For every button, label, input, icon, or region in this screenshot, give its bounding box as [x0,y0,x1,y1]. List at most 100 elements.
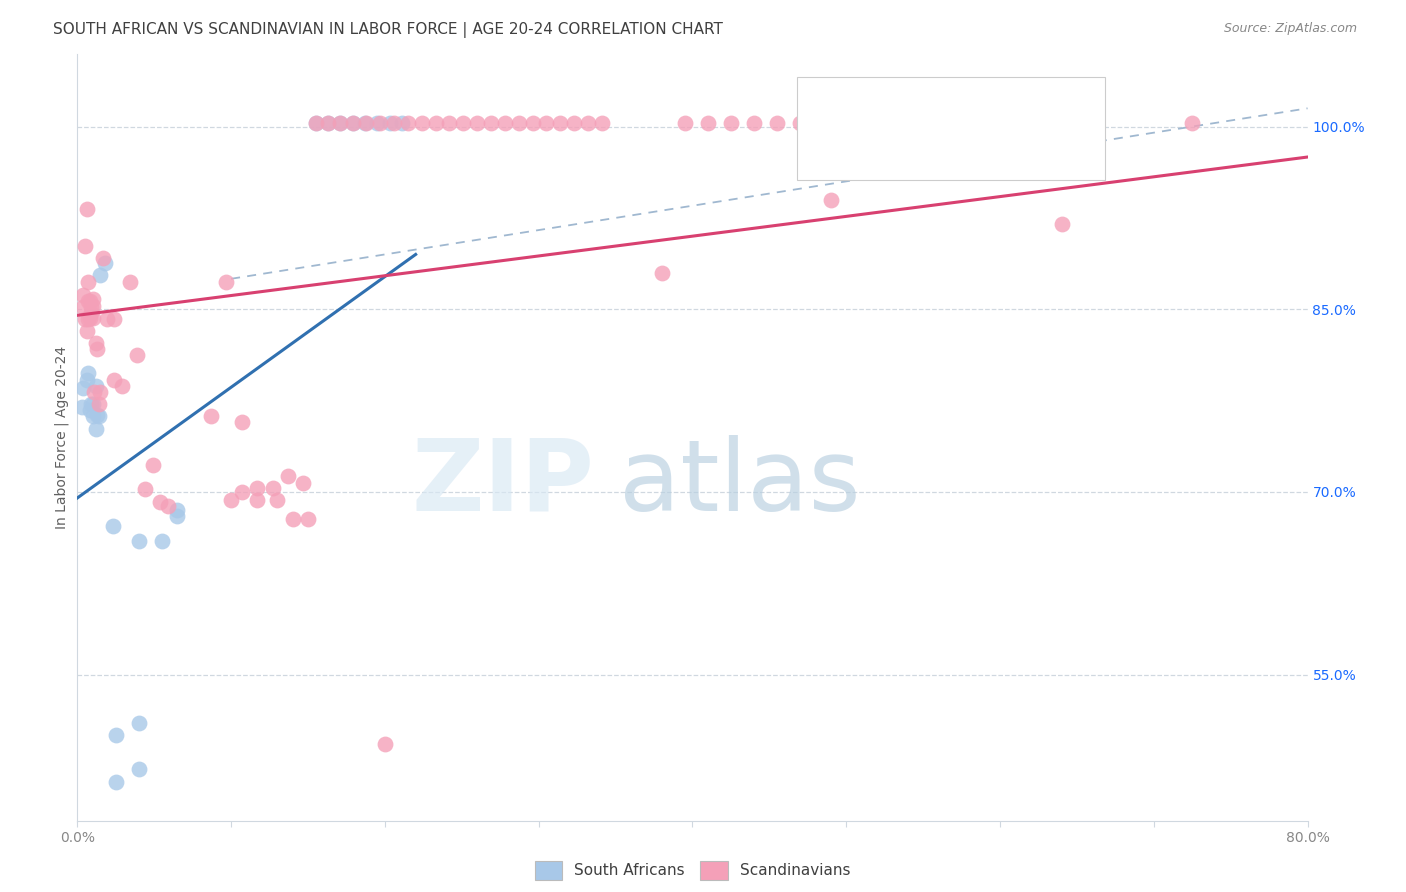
Point [76,202,98,217]
Point [79,310,101,325]
Point [166,509,188,524]
Point [82,293,104,307]
Point [479,116,502,130]
Point [80,306,103,320]
Point [84,421,107,435]
Point [76,324,98,338]
Point [86,343,108,357]
Point [316,116,339,130]
Point [149,494,172,508]
Point [72,287,94,301]
Point [72,381,94,395]
Point [720,116,742,130]
Point [73,312,96,326]
Point [200,409,222,424]
Point [87,397,110,411]
Point [127,349,149,363]
Point [82,397,104,411]
Point [342,116,364,130]
Point [82,409,104,424]
Point [76,373,98,387]
Point [73,239,96,253]
Point [101,519,124,533]
Point [851,116,873,130]
Point [94,256,117,270]
Point [391,116,413,130]
Point [262,481,284,495]
Point [79,293,101,308]
Point [942,116,965,130]
Point [86,408,108,422]
Point [366,116,388,130]
Point [465,116,488,130]
Point [494,116,516,130]
Point [82,299,104,313]
Point [83,384,105,399]
Point [111,379,134,393]
Point [219,493,242,508]
Point [576,116,599,130]
Point [342,116,364,130]
Point [77,366,100,380]
Point [215,276,238,290]
Point [79,403,101,417]
Point [89,268,111,282]
Point [329,116,352,130]
Point [103,312,125,326]
Point [591,116,613,130]
Point [1181,116,1204,130]
Point [292,476,315,491]
Point [142,458,165,472]
Text: R =  0.301   N =  21: R = 0.301 N = 21 [856,96,1018,111]
Text: SOUTH AFRICAN VS SCANDINAVIAN IN LABOR FORCE | AGE 20-24 CORRELATION CHART: SOUTH AFRICAN VS SCANDINAVIAN IN LABOR F… [53,22,723,38]
Point [329,116,352,130]
Point [411,116,433,130]
Point [374,737,396,751]
Point [873,116,896,130]
Point [166,503,188,517]
Point [766,116,789,130]
Point [84,336,107,351]
Point [134,483,156,497]
Point [246,481,269,495]
Point [87,409,110,424]
Point [789,116,811,130]
Point [281,511,304,525]
Text: atlas: atlas [619,434,860,532]
Point [548,116,571,130]
Point [82,310,104,325]
Point [104,774,127,789]
Point [1043,116,1066,130]
Point [70,400,93,414]
Point [897,116,920,130]
Point [80,397,103,411]
Point [277,469,299,483]
Point [84,379,107,393]
Point [104,728,127,742]
Point [920,116,942,130]
Point [297,511,319,525]
Point [522,116,544,130]
Point [811,116,834,130]
Point [150,533,173,548]
Point [128,763,150,777]
Point [453,116,475,130]
Point [1050,217,1073,231]
Point [425,116,447,130]
Point [96,312,118,326]
Point [231,416,253,430]
Point [382,116,405,130]
Point [77,312,100,326]
Point [439,116,461,130]
Y-axis label: In Labor Force | Age 20-24: In Labor Force | Age 20-24 [55,345,69,529]
Point [231,484,253,499]
Text: ZIP: ZIP [411,434,595,532]
Point [696,116,718,130]
Point [157,500,180,514]
Point [305,116,328,130]
Point [742,116,765,130]
Point [673,116,696,130]
Point [118,276,141,290]
Point [77,276,100,290]
Point [378,116,401,130]
